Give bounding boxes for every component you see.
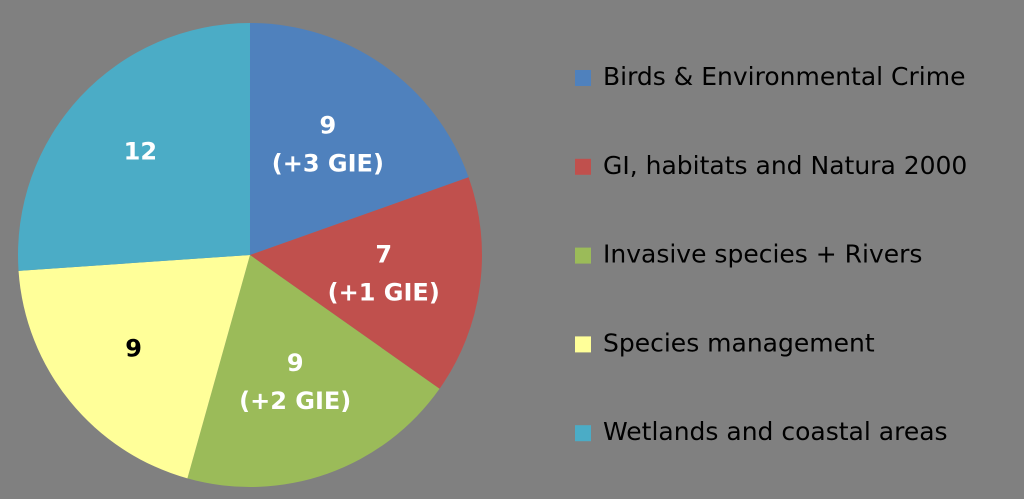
legend-swatch	[575, 336, 591, 353]
data-label: 9	[125, 335, 142, 363]
data-label: 9	[287, 349, 304, 377]
data-label: 9	[320, 112, 337, 140]
legend-swatch	[575, 70, 591, 86]
legend-label: GI, habitats and Natura 2000	[603, 151, 967, 180]
data-sublabel: (+2 GIE)	[239, 387, 351, 415]
data-label: 12	[124, 138, 157, 166]
pie-slice	[250, 23, 469, 255]
legend-swatch	[575, 247, 591, 264]
legend-label: Invasive species + Rivers	[603, 240, 922, 269]
legend-label: Species management	[603, 328, 875, 357]
legend-swatch	[575, 158, 591, 175]
legend-label: Birds & Environmental Crime	[603, 62, 965, 91]
pie-slice	[187, 255, 440, 488]
pie-slice	[17, 23, 250, 271]
legend-label: Wetlands and coastal areas	[603, 417, 948, 446]
pie-slice	[18, 255, 250, 479]
pie-slice	[250, 177, 482, 389]
data-label: 7	[375, 240, 392, 268]
data-sublabel: (+1 GIE)	[328, 278, 440, 306]
legend-swatch	[575, 425, 591, 442]
data-sublabel: (+3 GIE)	[272, 150, 384, 178]
